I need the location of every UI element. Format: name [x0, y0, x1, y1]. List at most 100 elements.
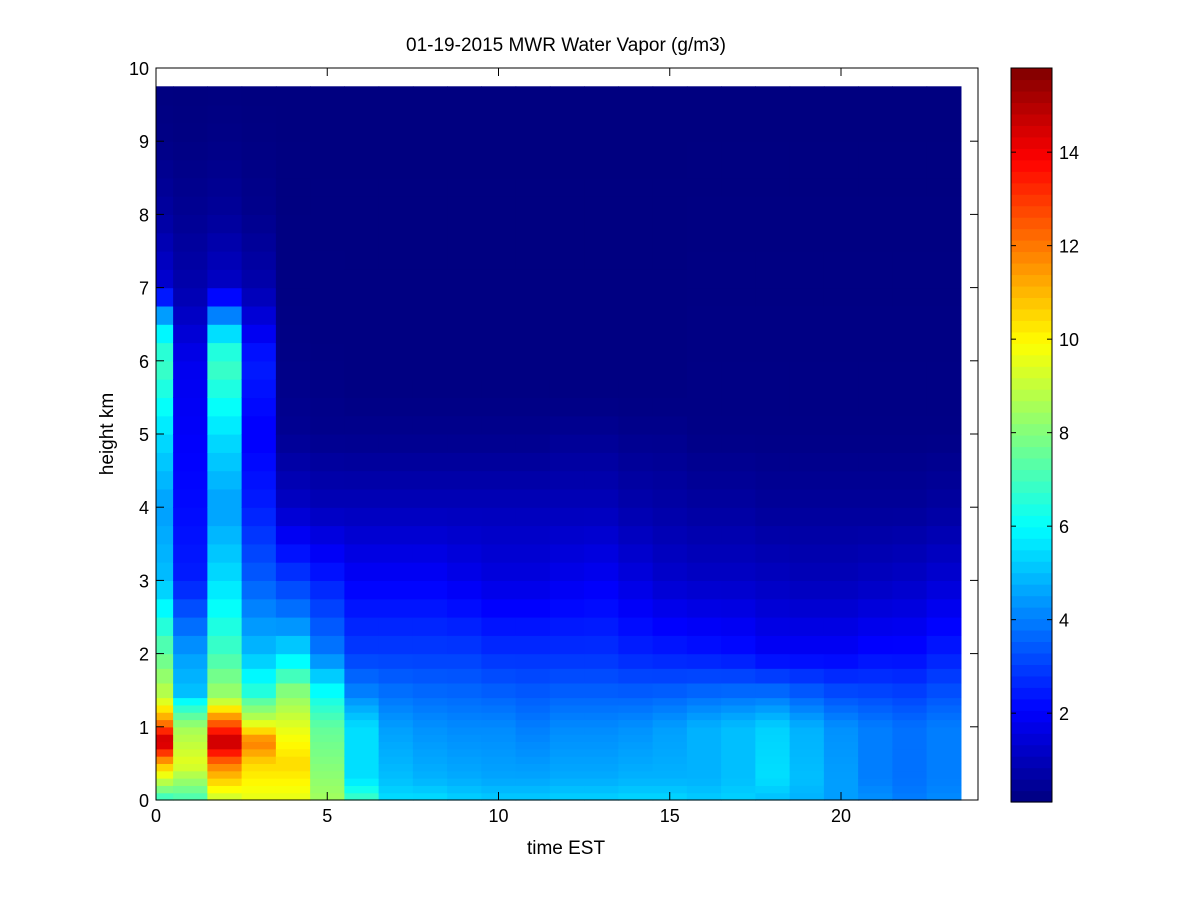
colorbar-swatch: [1011, 125, 1052, 138]
heatmap-cell: [618, 488, 654, 508]
heatmap-cell: [412, 598, 448, 618]
heatmap-cell: [447, 196, 482, 215]
heatmap-cell: [549, 704, 585, 713]
heatmap-cell: [858, 617, 893, 636]
heatmap-cell: [926, 196, 962, 215]
heatmap-cell: [823, 342, 859, 362]
heatmap-cell: [310, 697, 345, 706]
heatmap-cell: [618, 434, 654, 453]
heatmap-cell: [173, 562, 208, 581]
heatmap-cell: [156, 470, 174, 490]
heatmap-cell: [549, 324, 585, 344]
heatmap-cell: [156, 770, 174, 779]
heatmap-cell: [412, 704, 448, 713]
heatmap-cell: [207, 415, 243, 435]
heatmap-cell: [721, 580, 756, 600]
heatmap-cell: [892, 741, 928, 750]
heatmap-cell: [618, 86, 654, 106]
heatmap-cell: [156, 763, 174, 772]
heatmap-cell: [892, 324, 928, 344]
heatmap-cell: [892, 397, 928, 417]
heatmap-cell: [721, 635, 756, 655]
heatmap-cell: [515, 770, 551, 779]
heatmap-cell: [823, 251, 859, 270]
heatmap-cell: [378, 232, 414, 252]
heatmap-cell: [156, 251, 174, 270]
heatmap-cell: [447, 324, 482, 344]
heatmap-cell: [344, 682, 380, 699]
chart-title: 01-19-2015 MWR Water Vapor (g/m3): [406, 35, 726, 56]
heatmap-cell: [721, 434, 756, 453]
heatmap-cell: [686, 196, 722, 215]
heatmap-cell: [207, 697, 243, 706]
heatmap-cell: [447, 562, 482, 581]
heatmap-cell: [789, 763, 825, 772]
heatmap-cell: [515, 287, 551, 307]
heatmap-cell: [481, 269, 517, 289]
colorbar-swatch: [1011, 469, 1052, 482]
heatmap-cell: [156, 379, 174, 398]
heatmap-cell: [344, 763, 380, 772]
heatmap-cell: [241, 562, 277, 581]
heatmap-cell: [892, 122, 928, 142]
heatmap-cell: [515, 86, 551, 106]
heatmap-cell: [892, 562, 928, 581]
heatmap-cell: [686, 734, 722, 743]
heatmap-cell: [275, 562, 311, 581]
heatmap-cell: [618, 562, 654, 581]
heatmap-cell: [241, 397, 277, 417]
heatmap-cell: [515, 792, 551, 801]
heatmap-cell: [652, 635, 688, 655]
heatmap-cell: [241, 122, 277, 142]
colorbar-swatch: [1011, 159, 1052, 172]
heatmap-cell: [789, 525, 825, 545]
heatmap-cell: [481, 397, 517, 417]
heatmap-cell: [584, 792, 619, 801]
heatmap-cell: [515, 452, 551, 472]
heatmap-cell: [755, 141, 791, 161]
colorbar-swatch: [1011, 343, 1052, 356]
heatmap-cell: [481, 770, 517, 779]
heatmap-cell: [858, 712, 893, 721]
heatmap-cell: [652, 177, 688, 197]
heatmap-cell: [241, 598, 277, 618]
heatmap-cell: [789, 507, 825, 527]
heatmap-cell: [652, 525, 688, 545]
heatmap-cell: [481, 122, 517, 142]
heatmap-cell: [789, 122, 825, 142]
heatmap-cell: [412, 232, 448, 252]
heatmap-cell: [310, 196, 345, 215]
heatmap-cell: [515, 543, 551, 563]
heatmap-cell: [515, 617, 551, 636]
heatmap-cell: [549, 580, 585, 600]
heatmap-cell: [686, 214, 722, 234]
heatmap-cell: [618, 719, 654, 728]
heatmap-cell: [275, 159, 311, 179]
heatmap-cell: [926, 177, 962, 197]
heatmap-cell: [344, 719, 380, 728]
colorbar-swatch: [1011, 767, 1052, 780]
heatmap-cell: [926, 104, 962, 124]
heatmap-cell: [549, 778, 585, 786]
heatmap-cell: [858, 726, 893, 735]
heatmap-cell: [618, 287, 654, 307]
heatmap-cell: [447, 770, 482, 779]
heatmap-cell: [858, 719, 893, 728]
heatmap-cell: [412, 287, 448, 307]
colorbar-swatch: [1011, 331, 1052, 344]
heatmap-cell: [755, 756, 791, 764]
heatmap-cell: [207, 86, 243, 106]
heatmap-cell: [926, 635, 962, 655]
heatmap-cell: [310, 617, 345, 636]
heatmap-cell: [926, 668, 962, 684]
heatmap-cell: [926, 342, 962, 362]
heatmap-cell: [412, 635, 448, 655]
heatmap-cell: [789, 668, 825, 684]
heatmap-cell: [207, 580, 243, 600]
heatmap-cell: [447, 86, 482, 106]
heatmap-cell: [378, 635, 414, 655]
heatmap-cell: [412, 397, 448, 417]
heatmap-cell: [618, 214, 654, 234]
heatmap-cell: [173, 668, 208, 684]
heatmap-cell: [207, 763, 243, 772]
